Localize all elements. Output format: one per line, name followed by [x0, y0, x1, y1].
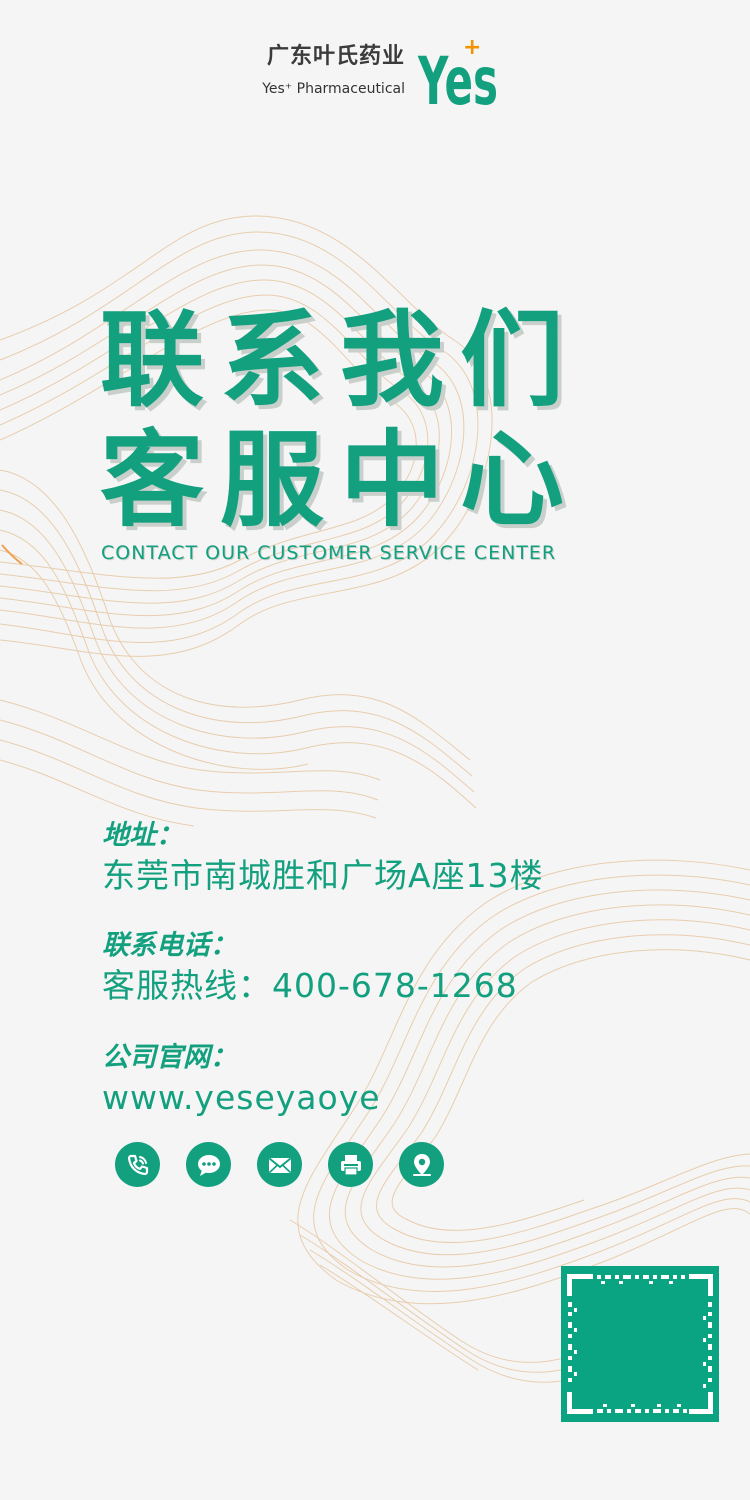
brand-name-en: Yes⁺ Pharmaceutical — [262, 81, 405, 97]
location-icon[interactable] — [399, 1142, 444, 1187]
phone-block: 联系电话： 客服热线：400-678-1268 — [102, 928, 702, 1008]
website-label: 公司官网： — [102, 1042, 237, 1073]
chat-icon[interactable] — [186, 1142, 231, 1187]
page-subtitle: CONTACT OUR CUSTOMER SERVICE CENTER — [101, 542, 557, 564]
qr-code[interactable] — [561, 1266, 719, 1422]
address-label: 地址： — [102, 820, 183, 851]
logo-text: Yes — [417, 43, 498, 110]
yes-logo: Yes + — [417, 38, 498, 110]
address-block: 地址： 东莞市南城胜和广场A座13楼 — [102, 818, 702, 898]
address-value: 东莞市南城胜和广场A座13楼 — [102, 856, 544, 895]
fax-icon[interactable] — [328, 1142, 373, 1187]
page-title-line2: 客服中心 — [100, 419, 581, 541]
title-block-line2: 客服中心 — [100, 420, 660, 540]
website-value[interactable]: www.yeseyaoye — [102, 1078, 381, 1117]
mail-icon[interactable] — [257, 1142, 302, 1187]
phone-icon[interactable] — [115, 1142, 160, 1187]
phone-label: 联系电话： — [102, 930, 237, 961]
phone-value[interactable]: 客服热线：400-678-1268 — [102, 966, 518, 1005]
qr-code-pattern — [567, 1274, 713, 1414]
brand-name-cn: 广东叶氏药业 — [266, 44, 405, 69]
title-block-line1: 联系我们 — [100, 300, 660, 420]
page-title-line1: 联系我们 — [100, 299, 581, 421]
brand-header: 广东叶氏药业 Yes⁺ Pharmaceutical Yes + — [0, 38, 750, 118]
website-block: 公司官网： www.yeseyaoye — [102, 1040, 702, 1120]
contact-icons-row — [115, 1142, 444, 1187]
logo-plus: + — [463, 38, 481, 60]
brand-text: 广东叶氏药业 Yes⁺ Pharmaceutical — [255, 42, 405, 102]
